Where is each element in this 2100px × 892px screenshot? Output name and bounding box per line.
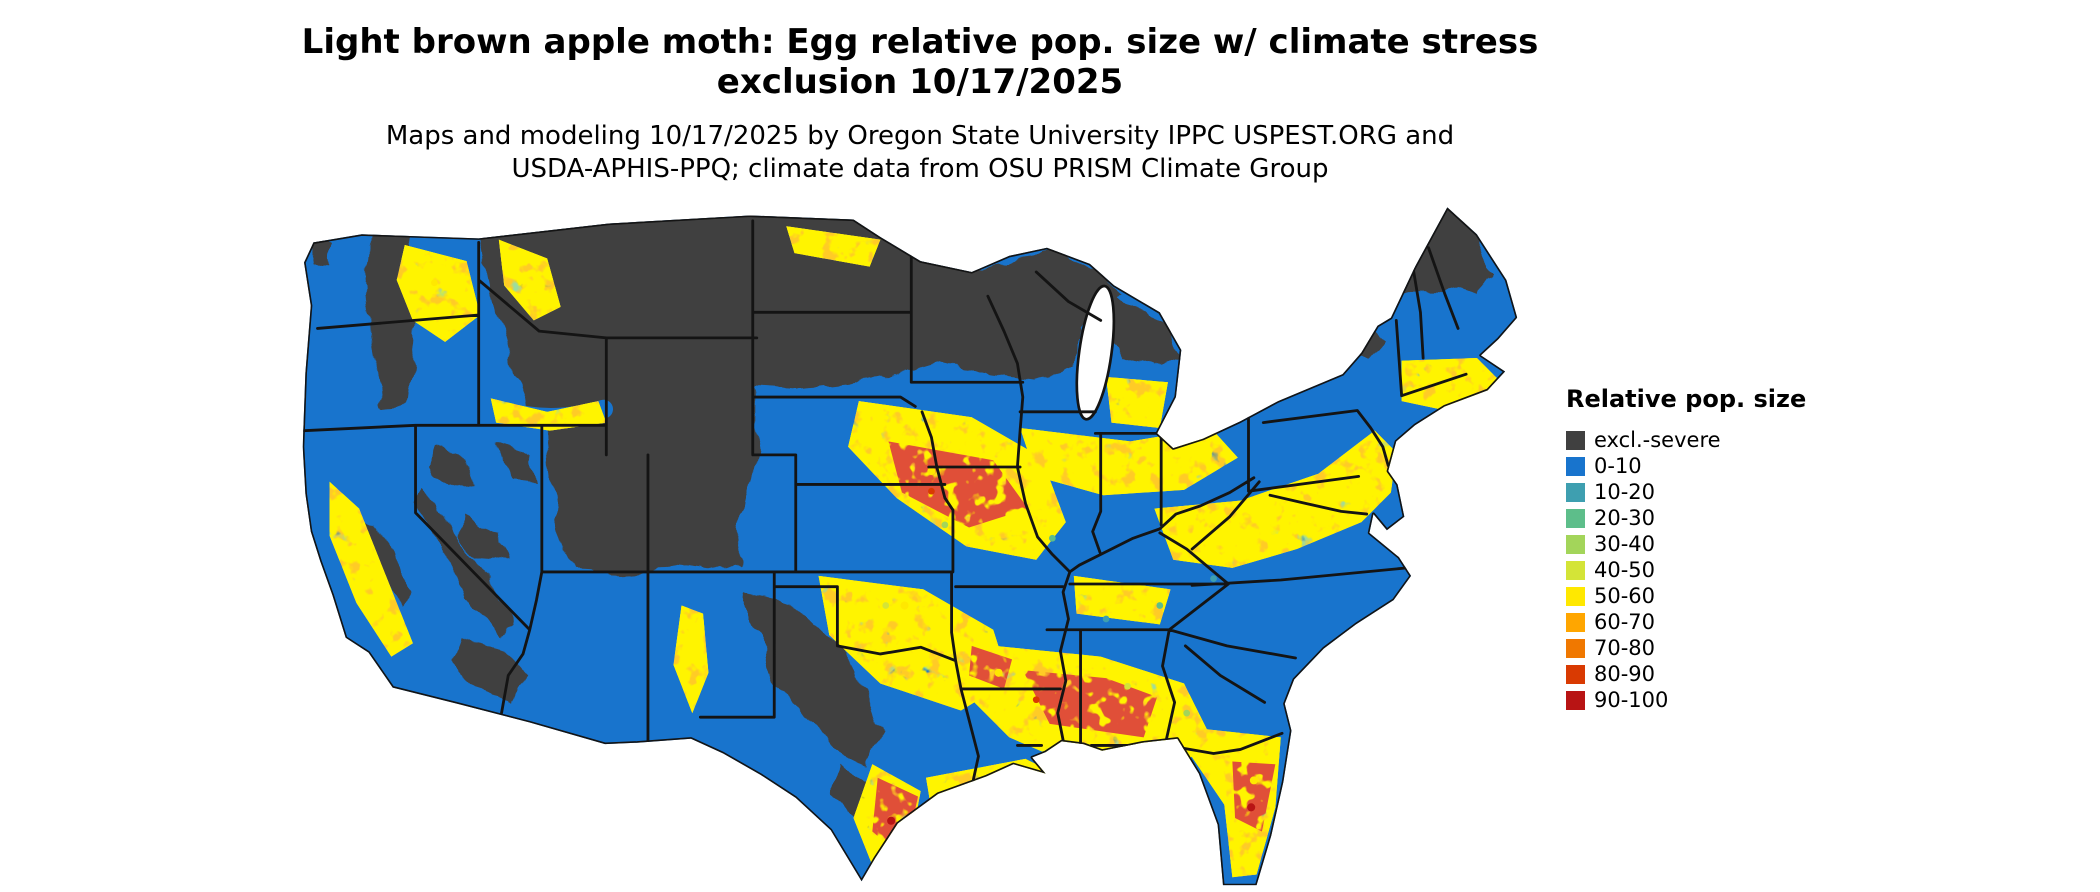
legend-label: 80-90 (1594, 662, 1656, 686)
legend-label: 20-30 (1594, 506, 1656, 530)
legend-swatch (1566, 664, 1585, 684)
title-line-2: exclusion 10/17/2025 (716, 62, 1124, 103)
legend-swatch (1566, 456, 1585, 476)
legend-label: 0-10 (1594, 454, 1642, 478)
subtitle-line-2: USDA-APHIS-PPQ; climate data from OSU PR… (511, 154, 1329, 185)
legend-label: 90-100 (1594, 688, 1669, 712)
state-borders (302, 219, 1468, 789)
legend-item: 50-60 (1566, 583, 1866, 609)
legend-item: 10-20 (1566, 479, 1866, 505)
us-map (300, 202, 1536, 888)
legend-label: 30-40 (1594, 532, 1656, 556)
legend-label: 70-80 (1594, 636, 1656, 660)
legend-swatch (1566, 560, 1585, 580)
legend-swatch (1566, 482, 1585, 502)
legend-item: 30-40 (1566, 531, 1866, 557)
legend-label: 50-60 (1594, 584, 1656, 608)
legend-swatch (1566, 430, 1585, 450)
subtitle-line-1: Maps and modeling 10/17/2025 by Oregon S… (385, 121, 1455, 151)
legend-label: 60-70 (1594, 610, 1656, 634)
legend-item: excl.-severe (1566, 427, 1866, 453)
legend-swatch (1566, 534, 1585, 554)
legend-item: 20-30 (1566, 505, 1866, 531)
legend-title: Relative pop. size (1566, 385, 1807, 413)
map-canvas (302, 207, 1518, 886)
legend-swatch (1566, 612, 1585, 632)
map-accent-speckles (430, 279, 1258, 825)
title-line-1: Light brown apple moth: Egg relative pop… (301, 22, 1539, 62)
legend-label: 40-50 (1594, 558, 1656, 582)
page-subtitle: Maps and modeling 10/17/2025 by Oregon S… (0, 120, 1840, 187)
legend-item: 60-70 (1566, 609, 1866, 635)
legend-item: 90-100 (1566, 687, 1866, 713)
legend-item: 0-10 (1566, 453, 1866, 479)
legend-swatch (1566, 690, 1585, 710)
map-legend: Relative pop. size excl.-severe 0-10 10-… (1566, 385, 1866, 713)
legend-item: 80-90 (1566, 661, 1866, 687)
page-title: Light brown apple moth: Egg relative pop… (0, 22, 1840, 102)
legend-swatch (1566, 508, 1585, 528)
legend-swatch (1566, 638, 1585, 658)
legend-label: 10-20 (1594, 480, 1656, 504)
legend-label: excl.-severe (1594, 428, 1721, 452)
lake-michigan (1075, 284, 1116, 421)
legend-item: 40-50 (1566, 557, 1866, 583)
legend-swatch (1566, 586, 1585, 606)
legend-item: 70-80 (1566, 635, 1866, 661)
